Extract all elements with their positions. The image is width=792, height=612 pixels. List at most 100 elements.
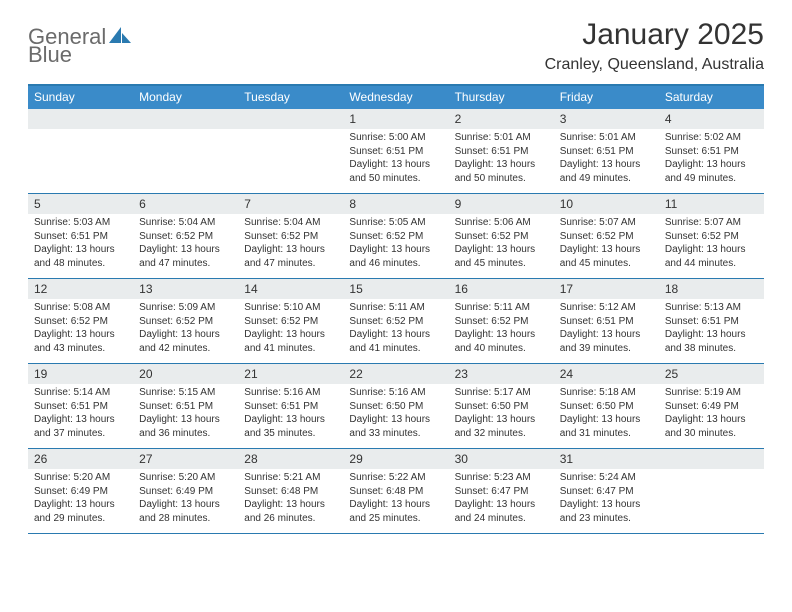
day-body: Sunrise: 5:21 AMSunset: 6:48 PMDaylight:…: [238, 469, 343, 533]
sunrise-text: Sunrise: 5:20 AM: [139, 471, 232, 485]
calendar-cell: 12Sunrise: 5:08 AMSunset: 6:52 PMDayligh…: [28, 279, 133, 363]
sunrise-text: Sunrise: 5:18 AM: [560, 386, 653, 400]
day-body: Sunrise: 5:02 AMSunset: 6:51 PMDaylight:…: [659, 129, 764, 193]
day-number: 27: [133, 449, 238, 469]
daylight-text: Daylight: 13 hours and 24 minutes.: [455, 498, 548, 525]
day-number: 19: [28, 364, 133, 384]
sunset-text: Sunset: 6:52 PM: [139, 315, 232, 329]
daylight-text: Daylight: 13 hours and 42 minutes.: [139, 328, 232, 355]
page-header: General January 2025 Cranley, Queensland…: [28, 18, 764, 74]
dow-thursday: Thursday: [449, 86, 554, 109]
day-number: 16: [449, 279, 554, 299]
day-body: Sunrise: 5:23 AMSunset: 6:47 PMDaylight:…: [449, 469, 554, 533]
day-body: Sunrise: 5:16 AMSunset: 6:51 PMDaylight:…: [238, 384, 343, 448]
sunset-text: Sunset: 6:51 PM: [665, 145, 758, 159]
day-body: Sunrise: 5:01 AMSunset: 6:51 PMDaylight:…: [449, 129, 554, 193]
sunset-text: Sunset: 6:48 PM: [244, 485, 337, 499]
sunrise-text: Sunrise: 5:11 AM: [349, 301, 442, 315]
calendar-cell: 27Sunrise: 5:20 AMSunset: 6:49 PMDayligh…: [133, 449, 238, 533]
sunset-text: Sunset: 6:52 PM: [349, 315, 442, 329]
sunrise-text: Sunrise: 5:11 AM: [455, 301, 548, 315]
day-body: Sunrise: 5:19 AMSunset: 6:49 PMDaylight:…: [659, 384, 764, 448]
daylight-text: Daylight: 13 hours and 49 minutes.: [665, 158, 758, 185]
sunset-text: Sunset: 6:49 PM: [665, 400, 758, 414]
day-number: 4: [659, 109, 764, 129]
day-number: 25: [659, 364, 764, 384]
day-number: 2: [449, 109, 554, 129]
sunrise-text: Sunrise: 5:01 AM: [455, 131, 548, 145]
day-number: 18: [659, 279, 764, 299]
sunrise-text: Sunrise: 5:08 AM: [34, 301, 127, 315]
day-body: Sunrise: 5:14 AMSunset: 6:51 PMDaylight:…: [28, 384, 133, 448]
sunrise-text: Sunrise: 5:20 AM: [34, 471, 127, 485]
week-row: 12Sunrise: 5:08 AMSunset: 6:52 PMDayligh…: [28, 279, 764, 364]
day-number: 5: [28, 194, 133, 214]
sunset-text: Sunset: 6:51 PM: [34, 400, 127, 414]
dow-monday: Monday: [133, 86, 238, 109]
daylight-text: Daylight: 13 hours and 45 minutes.: [455, 243, 548, 270]
sunrise-text: Sunrise: 5:24 AM: [560, 471, 653, 485]
day-number: 12: [28, 279, 133, 299]
calendar-cell: 9Sunrise: 5:06 AMSunset: 6:52 PMDaylight…: [449, 194, 554, 278]
calendar-cell: 30Sunrise: 5:23 AMSunset: 6:47 PMDayligh…: [449, 449, 554, 533]
daylight-text: Daylight: 13 hours and 25 minutes.: [349, 498, 442, 525]
calendar-cell: 24Sunrise: 5:18 AMSunset: 6:50 PMDayligh…: [554, 364, 659, 448]
dow-tuesday: Tuesday: [238, 86, 343, 109]
day-number: 22: [343, 364, 448, 384]
day-body: Sunrise: 5:22 AMSunset: 6:48 PMDaylight:…: [343, 469, 448, 533]
day-number: 3: [554, 109, 659, 129]
calendar-cell: 26Sunrise: 5:20 AMSunset: 6:49 PMDayligh…: [28, 449, 133, 533]
sunrise-text: Sunrise: 5:10 AM: [244, 301, 337, 315]
calendar-cell: 6Sunrise: 5:04 AMSunset: 6:52 PMDaylight…: [133, 194, 238, 278]
sunset-text: Sunset: 6:49 PM: [34, 485, 127, 499]
sunrise-text: Sunrise: 5:04 AM: [139, 216, 232, 230]
day-body: Sunrise: 5:07 AMSunset: 6:52 PMDaylight:…: [659, 214, 764, 278]
dow-saturday: Saturday: [659, 86, 764, 109]
sunrise-text: Sunrise: 5:03 AM: [34, 216, 127, 230]
sunset-text: Sunset: 6:52 PM: [665, 230, 758, 244]
calendar-cell: 11Sunrise: 5:07 AMSunset: 6:52 PMDayligh…: [659, 194, 764, 278]
day-number: 31: [554, 449, 659, 469]
day-body: [28, 129, 133, 185]
daylight-text: Daylight: 13 hours and 41 minutes.: [244, 328, 337, 355]
sunrise-text: Sunrise: 5:09 AM: [139, 301, 232, 315]
day-number: 21: [238, 364, 343, 384]
day-body: Sunrise: 5:04 AMSunset: 6:52 PMDaylight:…: [133, 214, 238, 278]
sunset-text: Sunset: 6:51 PM: [560, 145, 653, 159]
sunrise-text: Sunrise: 5:14 AM: [34, 386, 127, 400]
day-body: Sunrise: 5:20 AMSunset: 6:49 PMDaylight:…: [28, 469, 133, 533]
daylight-text: Daylight: 13 hours and 26 minutes.: [244, 498, 337, 525]
daylight-text: Daylight: 13 hours and 36 minutes.: [139, 413, 232, 440]
day-of-week-row: Sunday Monday Tuesday Wednesday Thursday…: [28, 86, 764, 109]
day-body: [659, 469, 764, 525]
day-body: Sunrise: 5:06 AMSunset: 6:52 PMDaylight:…: [449, 214, 554, 278]
sunrise-text: Sunrise: 5:04 AM: [244, 216, 337, 230]
day-body: Sunrise: 5:15 AMSunset: 6:51 PMDaylight:…: [133, 384, 238, 448]
day-number: 24: [554, 364, 659, 384]
dow-friday: Friday: [554, 86, 659, 109]
calendar-cell: 5Sunrise: 5:03 AMSunset: 6:51 PMDaylight…: [28, 194, 133, 278]
sunset-text: Sunset: 6:51 PM: [455, 145, 548, 159]
daylight-text: Daylight: 13 hours and 50 minutes.: [455, 158, 548, 185]
calendar-cell: 22Sunrise: 5:16 AMSunset: 6:50 PMDayligh…: [343, 364, 448, 448]
sunrise-text: Sunrise: 5:16 AM: [244, 386, 337, 400]
daylight-text: Daylight: 13 hours and 45 minutes.: [560, 243, 653, 270]
calendar-cell: 17Sunrise: 5:12 AMSunset: 6:51 PMDayligh…: [554, 279, 659, 363]
daylight-text: Daylight: 13 hours and 48 minutes.: [34, 243, 127, 270]
sunset-text: Sunset: 6:51 PM: [349, 145, 442, 159]
brand-sail-icon: [109, 27, 131, 50]
sunset-text: Sunset: 6:51 PM: [665, 315, 758, 329]
day-number: 14: [238, 279, 343, 299]
day-number: 9: [449, 194, 554, 214]
day-number: 29: [343, 449, 448, 469]
sunset-text: Sunset: 6:51 PM: [560, 315, 653, 329]
day-number: [133, 109, 238, 129]
calendar-cell: 23Sunrise: 5:17 AMSunset: 6:50 PMDayligh…: [449, 364, 554, 448]
day-number: 15: [343, 279, 448, 299]
calendar-cell: 14Sunrise: 5:10 AMSunset: 6:52 PMDayligh…: [238, 279, 343, 363]
daylight-text: Daylight: 13 hours and 33 minutes.: [349, 413, 442, 440]
location-subtitle: Cranley, Queensland, Australia: [545, 56, 764, 74]
sunrise-text: Sunrise: 5:21 AM: [244, 471, 337, 485]
week-row: 26Sunrise: 5:20 AMSunset: 6:49 PMDayligh…: [28, 449, 764, 534]
day-body: Sunrise: 5:13 AMSunset: 6:51 PMDaylight:…: [659, 299, 764, 363]
